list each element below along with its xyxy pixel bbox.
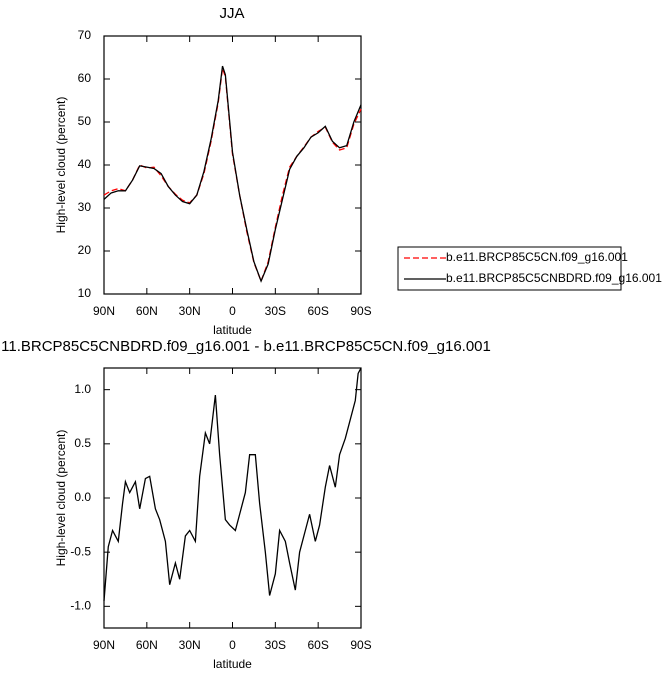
legend-label: b.e11.BRCP85C5CN.f09_g16.001 bbox=[446, 250, 628, 264]
x-axis-label: latitude bbox=[213, 657, 252, 671]
x-tick-label: 90S bbox=[350, 638, 371, 652]
y-tick-label: 20 bbox=[78, 243, 92, 257]
x-tick-label: 30S bbox=[265, 304, 286, 318]
chart-title: 11.BRCP85C5CNBDRD.f09_g16.001 - b.e11.BR… bbox=[1, 338, 491, 355]
legend-label: b.e11.BRCP85C5CNBDRD.f09_g16.001 bbox=[446, 271, 662, 285]
x-tick-label: 60N bbox=[136, 304, 158, 318]
x-tick-label: 30S bbox=[265, 638, 286, 652]
x-tick-label: 90N bbox=[93, 638, 115, 652]
y-tick-label: 70 bbox=[78, 28, 92, 42]
y-axis-label: High-level cloud (percent) bbox=[54, 97, 68, 234]
x-axis-label: latitude bbox=[213, 323, 252, 337]
data-line bbox=[103, 65, 362, 283]
x-tick-label: 90N bbox=[93, 304, 115, 318]
y-tick-label: 30 bbox=[78, 200, 92, 214]
x-tick-label: 90S bbox=[350, 304, 371, 318]
y-tick-label: 1.0 bbox=[74, 382, 91, 396]
plot-frame bbox=[103, 367, 362, 629]
legend-box bbox=[397, 246, 622, 291]
y-tick-label: 0.5 bbox=[74, 436, 91, 450]
x-tick-label: 30N bbox=[179, 304, 201, 318]
x-tick-label: 30N bbox=[179, 638, 201, 652]
y-axis-label: High-level cloud (percent) bbox=[54, 430, 68, 567]
data-line bbox=[103, 367, 362, 601]
x-tick-label: 0 bbox=[229, 304, 236, 318]
y-tick-label: 0.0 bbox=[74, 490, 91, 504]
x-tick-label: 60N bbox=[136, 638, 158, 652]
y-tick-label: 60 bbox=[78, 71, 92, 85]
x-tick-label: 0 bbox=[229, 638, 236, 652]
y-tick-label: -0.5 bbox=[70, 544, 91, 558]
chart-title: JJA bbox=[219, 5, 244, 22]
x-tick-label: 60S bbox=[307, 304, 328, 318]
data-line bbox=[103, 68, 362, 283]
y-tick-label: 50 bbox=[78, 114, 92, 128]
y-tick-label: 10 bbox=[78, 286, 92, 300]
x-tick-label: 60S bbox=[307, 638, 328, 652]
y-tick-label: 40 bbox=[78, 157, 92, 171]
y-tick-label: -1.0 bbox=[70, 599, 91, 613]
plot-frame bbox=[103, 35, 362, 295]
